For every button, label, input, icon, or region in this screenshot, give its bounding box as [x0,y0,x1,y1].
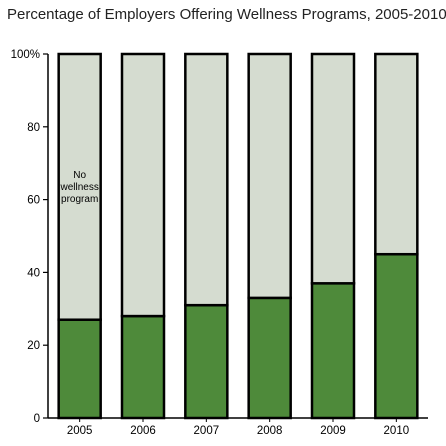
y-tick-label: 40 [27,267,40,279]
bar-segment-2005-0 [57,318,102,420]
bar-segment-2006-1 [120,52,166,318]
y-tick-label: 20 [27,340,40,352]
x-tick-label: 2005 [67,425,93,437]
bar-annotation-line: wellness [59,182,98,193]
bar-segment-2010-0 [374,252,419,420]
y-tick-label: 0 [34,413,40,425]
y-tick-label: 100% [11,49,40,61]
x-tick-label: 2009 [320,425,346,437]
bar-segment-2008-0 [247,296,292,420]
x-tick-label: 2006 [130,425,156,437]
bar-annotation-line: program [61,194,98,205]
x-tick-label: 2008 [257,425,283,437]
bar-segment-2008-1 [247,52,292,300]
y-tick-label: 80 [27,122,40,134]
bar-segment-2005-1 [57,52,102,321]
bar-segment-2007-0 [184,303,229,420]
bar-segment-2007-1 [184,52,229,307]
x-tick-label: 2007 [194,425,220,437]
bar-segment-2010-1 [374,52,419,256]
bar-segment-2009-1 [310,52,356,285]
y-tick-label: 60 [27,195,40,207]
bar-annotation-line: No [73,170,86,181]
x-tick-label: 2010 [384,425,410,437]
bar-segment-2006-0 [120,314,166,420]
chart-title: Percentage of Employers Offering Wellnes… [7,6,446,23]
bar-segment-2009-0 [310,282,356,420]
